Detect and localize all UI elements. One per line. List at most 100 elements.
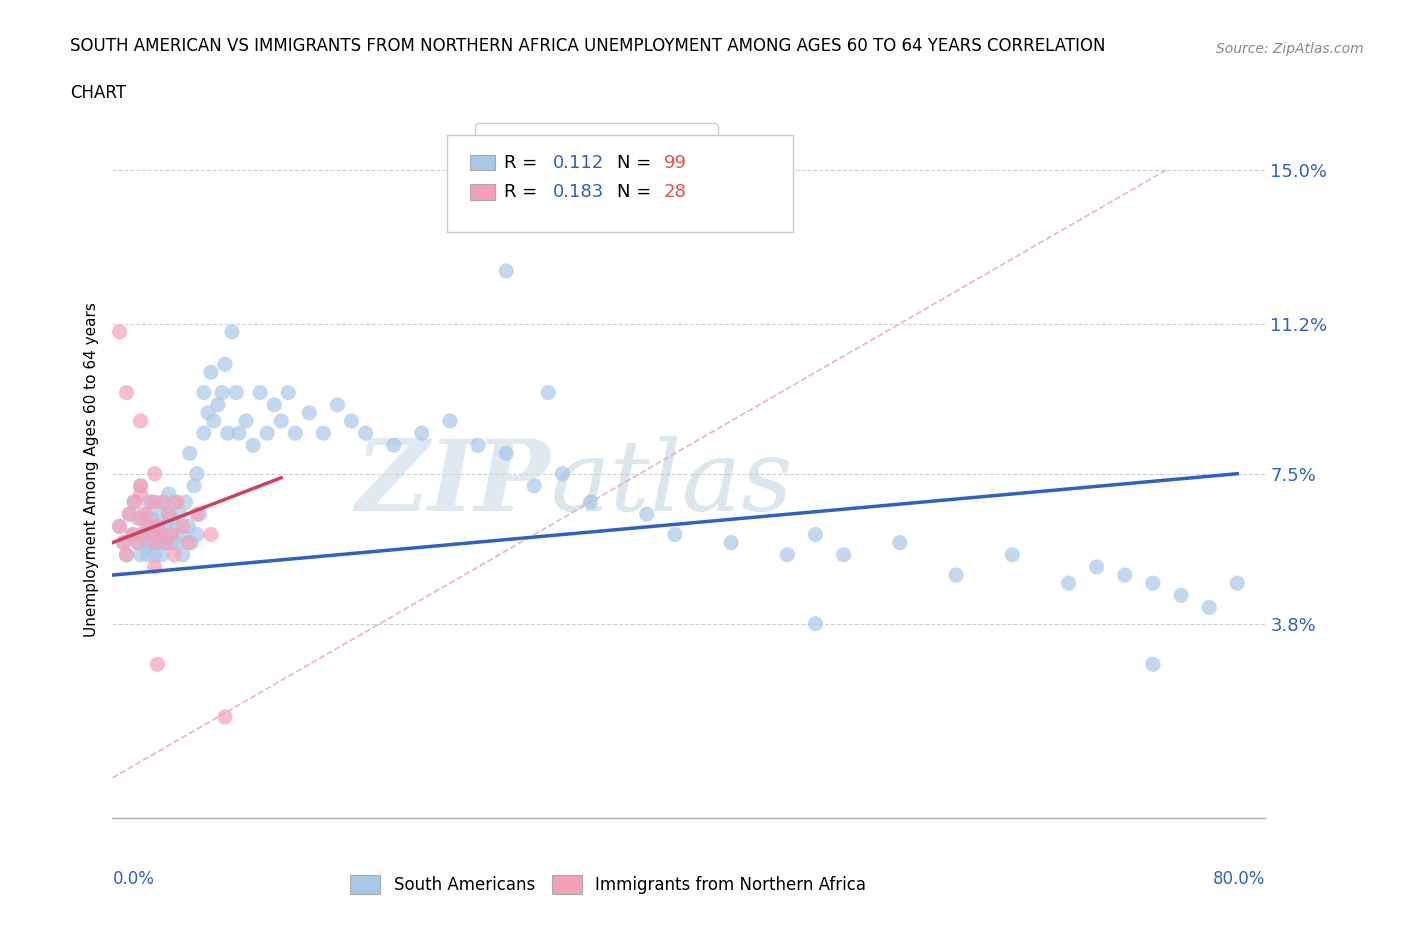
Point	[263, 397, 285, 412]
Point	[1142, 576, 1164, 591]
Point	[776, 548, 799, 563]
Point	[129, 478, 152, 493]
Point	[523, 478, 546, 493]
Point	[177, 519, 200, 534]
Point	[157, 507, 180, 522]
Point	[1226, 576, 1249, 591]
Point	[129, 486, 152, 501]
Text: SOUTH AMERICAN VS IMMIGRANTS FROM NORTHERN AFRICA UNEMPLOYMENT AMONG AGES 60 TO : SOUTH AMERICAN VS IMMIGRANTS FROM NORTHE…	[70, 37, 1105, 55]
Point	[141, 511, 163, 525]
Point	[112, 535, 135, 550]
Point	[108, 519, 131, 534]
Point	[129, 511, 152, 525]
Point	[143, 495, 166, 510]
Point	[157, 527, 180, 542]
Point	[354, 426, 377, 441]
Point	[122, 495, 145, 510]
Point	[495, 446, 517, 461]
Point	[249, 385, 271, 400]
Point	[150, 527, 173, 542]
Point	[163, 548, 186, 563]
Point	[832, 548, 855, 563]
Point	[160, 511, 183, 525]
Point	[122, 527, 145, 542]
Point	[138, 495, 160, 510]
FancyBboxPatch shape	[447, 135, 793, 232]
Point	[193, 426, 215, 441]
Text: R =: R =	[505, 153, 544, 172]
Point	[537, 385, 560, 400]
Point	[152, 495, 174, 510]
Point	[132, 507, 155, 522]
Text: 0.0%: 0.0%	[112, 870, 155, 888]
Point	[636, 507, 658, 522]
Point	[186, 527, 208, 542]
Point	[150, 548, 173, 563]
Point	[172, 527, 194, 542]
Point	[235, 414, 257, 429]
Point	[163, 519, 186, 534]
Point	[135, 519, 157, 534]
Text: 0.183: 0.183	[553, 183, 605, 201]
Point	[551, 466, 574, 481]
Point	[155, 519, 177, 534]
Point	[155, 535, 177, 550]
Point	[214, 710, 236, 724]
Point	[169, 507, 191, 522]
Point	[312, 426, 335, 441]
Point	[1114, 567, 1136, 582]
Point	[127, 535, 149, 550]
Point	[157, 507, 180, 522]
Point	[146, 519, 169, 534]
Point	[172, 548, 194, 563]
Point	[129, 478, 152, 493]
Point	[135, 507, 157, 522]
Point	[211, 385, 233, 400]
Point	[143, 560, 166, 575]
Point	[1057, 576, 1080, 591]
Point	[228, 426, 250, 441]
Point	[495, 263, 517, 278]
Point	[139, 535, 162, 550]
Point	[115, 385, 138, 400]
Text: 28: 28	[664, 183, 686, 201]
Point	[132, 527, 155, 542]
Point	[163, 495, 186, 510]
Text: Source: ZipAtlas.com: Source: ZipAtlas.com	[1216, 42, 1364, 56]
Text: 0.112: 0.112	[553, 153, 605, 172]
Point	[136, 548, 159, 563]
Point	[141, 495, 163, 510]
Point	[200, 365, 222, 379]
Point	[326, 397, 349, 412]
Point	[135, 535, 157, 550]
Point	[945, 567, 967, 582]
Point	[200, 527, 222, 542]
Point	[207, 397, 229, 412]
Point	[270, 414, 292, 429]
Point	[124, 495, 146, 510]
Point	[127, 511, 149, 525]
Point	[179, 446, 201, 461]
Point	[149, 507, 172, 522]
Point	[340, 414, 363, 429]
Point	[177, 535, 200, 550]
Point	[108, 325, 131, 339]
FancyBboxPatch shape	[470, 155, 495, 170]
Point	[256, 426, 278, 441]
Point	[132, 527, 155, 542]
Point	[225, 385, 247, 400]
Text: atlas: atlas	[551, 436, 793, 531]
Point	[221, 325, 243, 339]
Point	[217, 426, 239, 441]
Point	[115, 548, 138, 563]
Point	[160, 527, 183, 542]
Point	[202, 414, 225, 429]
Y-axis label: Unemployment Among Ages 60 to 64 years: Unemployment Among Ages 60 to 64 years	[83, 302, 98, 637]
Point	[1170, 588, 1192, 603]
Point	[277, 385, 299, 400]
Text: R =: R =	[505, 183, 544, 201]
Point	[889, 535, 911, 550]
Text: N =: N =	[617, 183, 658, 201]
Point	[298, 405, 321, 420]
Point	[804, 527, 827, 542]
